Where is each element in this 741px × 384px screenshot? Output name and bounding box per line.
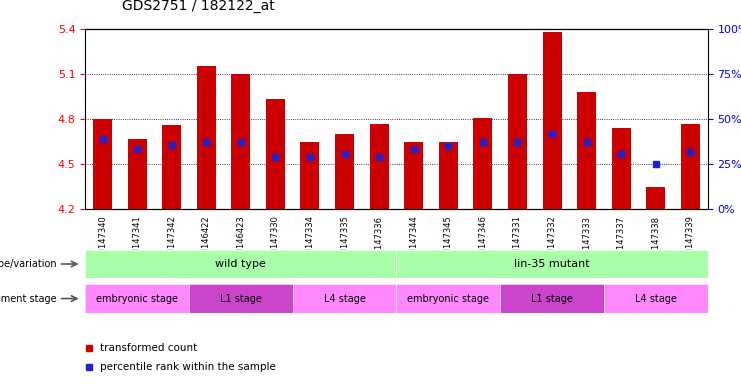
Bar <box>162 125 181 209</box>
Text: L1 stage: L1 stage <box>531 293 573 304</box>
Bar <box>681 124 700 209</box>
Text: embryonic stage: embryonic stage <box>408 293 489 304</box>
Text: L4 stage: L4 stage <box>635 293 677 304</box>
Bar <box>300 142 319 209</box>
Text: L4 stage: L4 stage <box>324 293 365 304</box>
Bar <box>508 74 527 209</box>
Bar <box>93 119 112 209</box>
Text: embryonic stage: embryonic stage <box>96 293 178 304</box>
Text: transformed count: transformed count <box>100 343 197 353</box>
Bar <box>370 124 388 209</box>
Bar <box>542 32 562 209</box>
Bar <box>577 92 596 209</box>
Text: L1 stage: L1 stage <box>220 293 262 304</box>
Text: development stage: development stage <box>0 293 57 304</box>
Bar <box>473 118 492 209</box>
Bar <box>335 134 354 209</box>
Text: lin-35 mutant: lin-35 mutant <box>514 259 590 269</box>
Bar <box>404 142 423 209</box>
Text: wild type: wild type <box>216 259 266 269</box>
Bar <box>196 66 216 209</box>
Bar <box>646 187 665 209</box>
Text: percentile rank within the sample: percentile rank within the sample <box>100 362 276 372</box>
Bar <box>231 74 250 209</box>
Bar <box>127 139 147 209</box>
Bar <box>439 142 458 209</box>
Bar <box>266 99 285 209</box>
Bar <box>611 128 631 209</box>
Text: GDS2751 / 182122_at: GDS2751 / 182122_at <box>122 0 275 13</box>
Text: genotype/variation: genotype/variation <box>0 259 57 269</box>
